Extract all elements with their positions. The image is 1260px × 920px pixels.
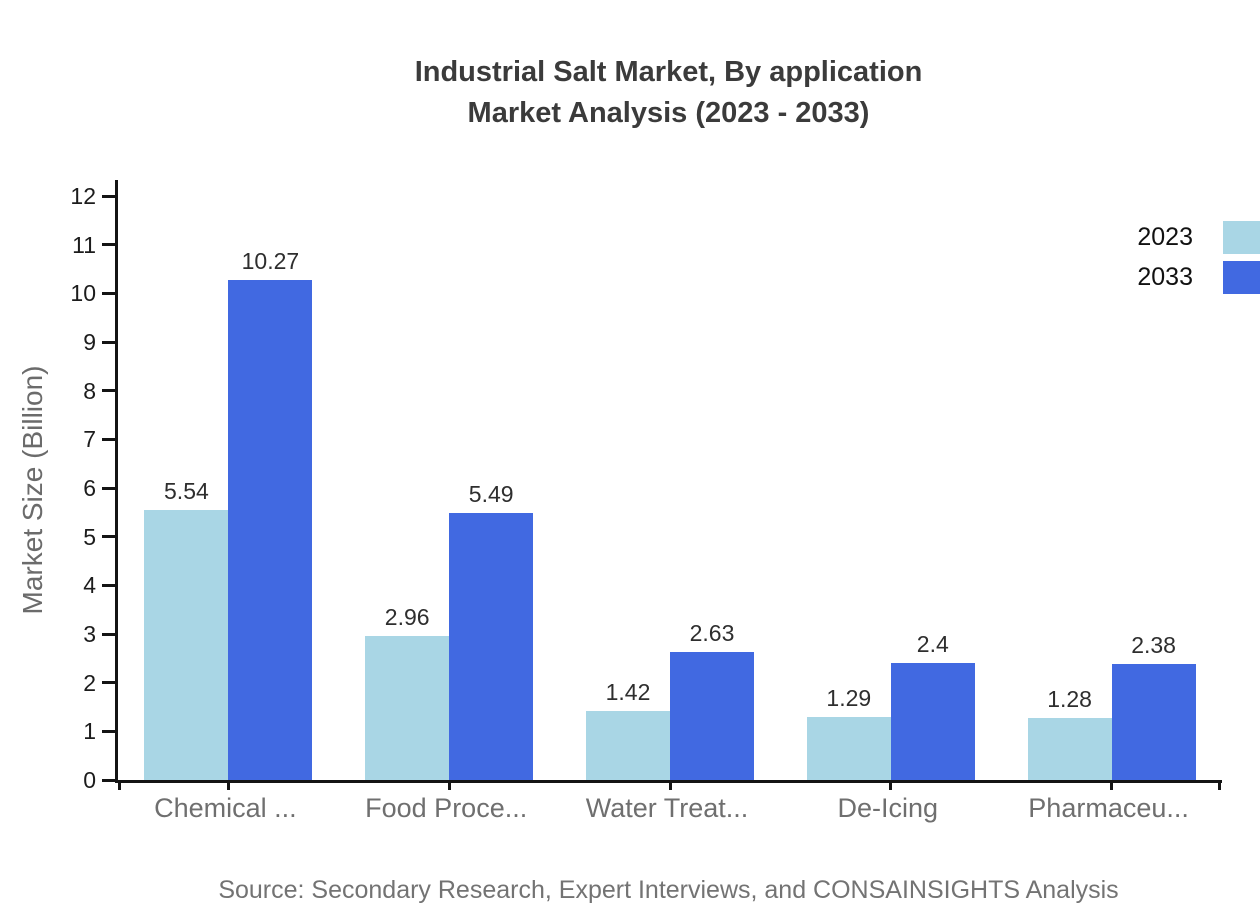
legend-label: 2023 bbox=[1137, 223, 1193, 251]
x-category-label: Chemical ... bbox=[154, 793, 297, 823]
bar-group: 5.54 10.27 bbox=[118, 248, 339, 780]
y-tick-mark bbox=[102, 535, 115, 539]
y-tick-label: 2 bbox=[83, 669, 96, 696]
x-category-label: Pharmaceu... bbox=[1028, 793, 1189, 823]
y-tick-label: 8 bbox=[83, 377, 96, 404]
bar-value-label: 2.96 bbox=[384, 603, 430, 630]
bar-group: 1.28 2.38 bbox=[1001, 632, 1222, 780]
y-tick-label: 3 bbox=[83, 621, 96, 647]
bar-2023: 1.28 bbox=[1027, 686, 1112, 780]
bar-2023: 1.42 bbox=[585, 679, 670, 780]
bar-value-label: 2.4 bbox=[916, 631, 949, 658]
y-tick-mark bbox=[102, 486, 115, 490]
bar-2033: 2.38 bbox=[1111, 632, 1196, 780]
y-tick-label: 10 bbox=[70, 280, 96, 307]
chart-title-line1: Industrial Salt Market, By application bbox=[414, 56, 923, 88]
y-tick-mark bbox=[102, 194, 115, 198]
bar-value-label: 5.49 bbox=[468, 480, 514, 507]
y-tick-mark bbox=[102, 681, 115, 685]
y-tick-label: 7 bbox=[83, 426, 96, 453]
bar-value-label: 2.63 bbox=[689, 620, 735, 647]
bar-2033: 2.63 bbox=[669, 620, 754, 780]
y-tick-mark bbox=[102, 340, 115, 344]
bar-value-label: 1.42 bbox=[605, 678, 651, 705]
x-tick-mark bbox=[447, 780, 451, 790]
y-tick-mark bbox=[102, 632, 115, 636]
bar-value-label: 1.29 bbox=[826, 685, 872, 712]
bar-value-label: 2.38 bbox=[1131, 632, 1176, 659]
plot-area: 0 1 2 3 4 5 6 7 8 9 10 11 12 5.54 10.27 2.96 5.49 1.42 2.6… bbox=[70, 180, 1222, 793]
bar-value-label: 1.28 bbox=[1047, 685, 1092, 712]
x-category-label: De-Icing bbox=[837, 793, 939, 823]
legend-swatch bbox=[1223, 261, 1260, 294]
y-tick-mark bbox=[102, 729, 115, 733]
y-tick-mark bbox=[102, 243, 115, 247]
y-tick-mark bbox=[102, 778, 115, 782]
x-tick-mark bbox=[1110, 780, 1114, 790]
bar-group: 1.42 2.63 bbox=[560, 620, 781, 780]
y-tick-label: 1 bbox=[83, 718, 96, 745]
legend: 2023 2033 bbox=[1137, 221, 1260, 294]
x-axis-labels: Chemical ... Food Proce... Water Treat... D… bbox=[115, 793, 1219, 824]
x-tick-mark bbox=[1217, 780, 1221, 790]
bar-2023: 5.54 bbox=[144, 478, 229, 780]
x-category-label: Water Treat... bbox=[585, 793, 749, 823]
chart-title: Industrial Salt Market, By application M… bbox=[115, 52, 1222, 134]
x-tick-mark bbox=[668, 780, 672, 790]
y-tick-label: 11 bbox=[72, 231, 96, 258]
x-tick-mark bbox=[889, 780, 893, 790]
source-note: Source: Secondary Research, Expert Inter… bbox=[218, 876, 1119, 904]
y-tick-mark bbox=[102, 389, 115, 393]
y-tick-mark bbox=[102, 583, 115, 587]
y-tick-mark bbox=[102, 291, 115, 295]
bar-2033: 5.49 bbox=[449, 481, 534, 780]
y-tick-mark bbox=[102, 437, 115, 441]
bar-value-label: 10.27 bbox=[241, 248, 300, 275]
legend-item: 2023 bbox=[1137, 221, 1260, 254]
source-line: Source: Secondary Research, Expert Inter… bbox=[115, 876, 1222, 905]
y-tick-label: 9 bbox=[83, 329, 96, 355]
y-tick-label: 0 bbox=[83, 767, 96, 793]
bar-group: 2.96 5.49 bbox=[339, 481, 560, 780]
x-category-label: Food Proce... bbox=[365, 793, 528, 823]
chart-title-line2: Market Analysis (2023 - 2033) bbox=[467, 97, 870, 129]
bar-2033: 2.4 bbox=[890, 631, 975, 780]
bar-group: 1.29 2.4 bbox=[780, 631, 1001, 780]
bar-2033: 10.27 bbox=[228, 248, 313, 780]
legend-item: 2033 bbox=[1137, 261, 1260, 294]
legend-label: 2033 bbox=[1137, 263, 1193, 291]
y-tick-label: 4 bbox=[83, 572, 96, 599]
bar-2023: 1.29 bbox=[806, 685, 891, 780]
y-tick-label: 6 bbox=[83, 475, 96, 501]
legend-swatch bbox=[1223, 221, 1260, 254]
x-tick-mark bbox=[118, 780, 121, 790]
y-tick-label: 5 bbox=[83, 523, 96, 550]
bar-value-label: 5.54 bbox=[164, 478, 209, 505]
y-tick-label: 12 bbox=[70, 183, 96, 209]
x-tick-mark bbox=[226, 780, 230, 790]
bar-2023: 2.96 bbox=[365, 604, 450, 780]
